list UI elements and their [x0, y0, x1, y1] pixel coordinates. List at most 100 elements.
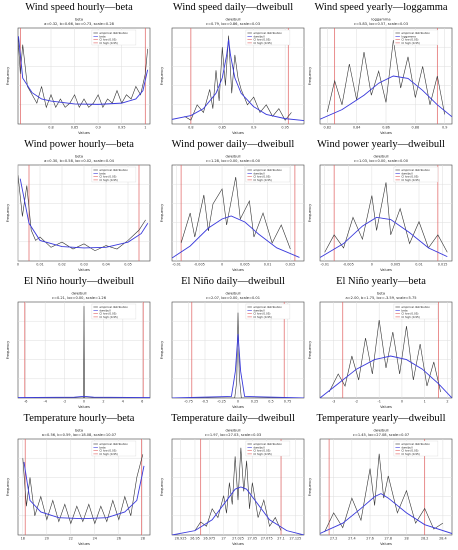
chart-svg: beta a=2.00, b=1.75, loc=-3.59, scale=5.7… [308, 292, 453, 409]
dist-name: beta [75, 18, 83, 22]
plot-area [172, 165, 300, 261]
x-tick-label: 24 [93, 537, 97, 541]
x-axis-label: Values [232, 542, 244, 546]
panel-title: El Niño hourly—dweibull [23, 276, 135, 287]
legend-ci-low-label: CI low (0.05) [99, 175, 116, 179]
dist-params: c=1.97, loc=27.03, scale=0.03 [205, 433, 261, 437]
x-tick-label: 2 [446, 400, 448, 404]
empirical-line [328, 319, 441, 393]
plot-area [320, 439, 452, 535]
dist-name: dweibull [226, 155, 241, 159]
legend-empirical-label: empirical distribution [401, 168, 430, 172]
x-tick-label: 27 [221, 537, 225, 541]
x-tick-label: 0.95 [281, 126, 289, 130]
plot-area [320, 302, 452, 398]
y-axis-label: Frequency [308, 477, 312, 496]
legend-fit-label: dweibull [253, 445, 264, 449]
legend-fit-label: dweibull [253, 171, 264, 175]
x-tick-label: 2 [102, 400, 104, 404]
fit-line [320, 493, 452, 534]
x-tick-label: 0.86 [382, 126, 390, 130]
dist-name: loggamma [371, 18, 390, 22]
x-axis-label: Values [78, 131, 90, 135]
x-tick-label: 27.4 [348, 537, 356, 541]
x-tick-label: -0.01 [320, 263, 329, 267]
x-tick-label: 26.925 [175, 537, 187, 541]
dist-params: c=1.45, loc=27.08, scale=0.07 [353, 433, 409, 437]
empirical-line [18, 175, 146, 252]
x-tick-label: 0.85 [219, 126, 227, 130]
x-axis-label: Values [232, 268, 244, 272]
x-tick-label: 0.9 [95, 126, 100, 130]
x-tick-label: 20 [45, 537, 49, 541]
dist-name: dweibull [226, 429, 241, 433]
panel-10: Temperature daily—dweibull dweibull c=1.97… [158, 413, 308, 549]
x-tick-label: -0.01 [172, 263, 181, 267]
x-tick-label: -0.25 [217, 400, 226, 404]
legend-ci-low-label: CI low (0.05) [99, 312, 116, 316]
x-tick-label: 26.975 [203, 537, 215, 541]
x-tick-label: 28.2 [421, 537, 429, 541]
panel-1: Wind speed daily—dweibull dweibull c=0.79,… [158, 2, 308, 138]
x-axis-label: Values [232, 405, 244, 409]
panel-title: Temperature daily—dweibull [171, 413, 295, 424]
panel-title: Wind speed hourly—beta [25, 2, 133, 13]
dist-params: c=2.07, loc=0.00, scale=0.01 [206, 296, 260, 300]
x-axis-label: Values [78, 542, 90, 546]
y-axis-label: Frequency [308, 203, 312, 222]
dist-params: c=1.28, loc=0.00, scale=0.00 [206, 159, 261, 163]
panel-9: Temperature hourly—beta beta a=0.56, b=0.5… [4, 413, 154, 549]
x-axis-label: Values [380, 405, 392, 409]
y-axis-label: Frequency [6, 66, 10, 85]
y-axis-label: Frequency [308, 340, 312, 359]
dist-name: dweibull [374, 429, 389, 433]
panel-title: Wind power hourly—beta [24, 139, 134, 150]
legend-empirical-label: empirical distribution [253, 168, 282, 172]
legend-empirical-label: empirical distribution [401, 442, 430, 446]
dist-params: c=0.21, loc=0.00, scale=1.26 [52, 296, 107, 300]
panel-0: Wind speed hourly—beta beta a=0.32, b=0.66… [4, 2, 154, 138]
legend-empirical-label: empirical distribution [99, 31, 128, 35]
y-axis-label: Frequency [160, 477, 164, 496]
y-axis-label: Frequency [6, 203, 10, 222]
x-tick-label: 0.03 [80, 263, 88, 267]
x-tick-label: 28 [141, 537, 145, 541]
plot-area [18, 165, 149, 261]
panel-title: Wind power yearly—dweibull [317, 139, 445, 150]
x-tick-label: -0.75 [184, 400, 193, 404]
legend-empirical-label: empirical distribution [99, 442, 128, 446]
legend-fit-label: loggamma [401, 34, 416, 38]
empirical-line [327, 39, 445, 115]
dist-params: a=2.00, b=1.75, loc=-3.59, scale=5.75 [345, 296, 416, 300]
legend-ci-high-label: CI high (0.95) [401, 315, 419, 319]
empirical-line [22, 454, 144, 525]
x-tick-label: 27.6 [366, 537, 374, 541]
x-tick-label: 1 [424, 400, 426, 404]
x-tick-label: -0.005 [343, 263, 354, 267]
legend-ci-high-label: CI high (0.95) [99, 41, 117, 45]
plot-area [18, 302, 150, 398]
x-tick-label: 26.95 [190, 537, 200, 541]
legend-fit-label: beta [401, 308, 407, 312]
panel-title: El Niño daily—dweibull [181, 276, 285, 287]
legend-empirical-label: empirical distribution [253, 305, 282, 309]
empirical-line [18, 36, 148, 109]
panel-title: Temperature yearly—dweibull [316, 413, 446, 424]
empirical-line [184, 35, 292, 121]
x-tick-label: 0.01 [264, 263, 272, 267]
x-tick-label: 27.025 [232, 537, 244, 541]
y-axis-label: Frequency [160, 66, 164, 85]
panel-2: Wind speed yearly—loggamma loggamma c=5.83… [306, 2, 456, 138]
legend-ci-high-label: CI high (0.95) [253, 178, 271, 182]
legend-ci-high-label: CI high (0.95) [401, 452, 419, 456]
